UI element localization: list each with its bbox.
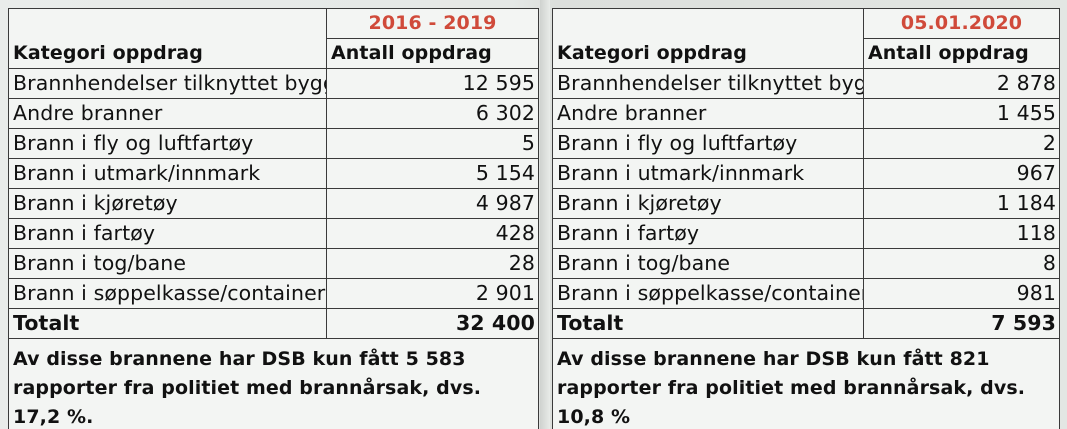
table-row: Brann i kjøretøy 1 184 <box>552 188 1060 219</box>
row-count: 28 <box>326 248 539 279</box>
note-row: Av disse brannene har DSB kun fått 5 583… <box>8 338 539 429</box>
row-count: 6 302 <box>326 98 539 129</box>
blank-header-cell <box>552 8 864 39</box>
table-row: Brann i utmark/innmark 5 154 <box>8 158 539 189</box>
row-category: Brann i søppelkasse/container <box>8 278 327 309</box>
row-count: 1 455 <box>863 98 1060 129</box>
row-category: Brann i utmark/innmark <box>552 158 864 189</box>
note-row: Av disse brannene har DSB kun fått 821 r… <box>552 338 1060 429</box>
row-count: 5 <box>326 128 539 159</box>
row-count: 967 <box>863 158 1060 189</box>
row-category: Brann i fly og luftfartøy <box>8 128 327 159</box>
header-row: Kategori oppdrag Antall oppdrag <box>552 38 1060 69</box>
table-row: Brann i søppelkasse/container 2 901 <box>8 278 539 309</box>
row-category: Brann i tog/bane <box>8 248 327 279</box>
page-fold-shadow <box>540 0 550 429</box>
row-category: Brann i tog/bane <box>552 248 864 279</box>
blank-header-cell <box>8 8 327 39</box>
period-row: 05.01.2020 <box>552 8 1060 39</box>
header-row: Kategori oppdrag Antall oppdrag <box>8 38 539 69</box>
total-label: Totalt <box>8 308 327 339</box>
table-row: Brann i utmark/innmark 967 <box>552 158 1060 189</box>
row-count: 2 878 <box>863 68 1060 99</box>
count-header: Antall oppdrag <box>863 38 1060 69</box>
row-count: 2 <box>863 128 1060 159</box>
table-row: Brann i fly og luftfartøy 5 <box>8 128 539 159</box>
table-row: Brann i fly og luftfartøy 2 <box>552 128 1060 159</box>
row-category: Brann i utmark/innmark <box>8 158 327 189</box>
row-count: 981 <box>863 278 1060 309</box>
category-header: Kategori oppdrag <box>552 38 864 69</box>
total-count: 32 400 <box>326 308 539 339</box>
table-row: Brann i søppelkasse/container 981 <box>552 278 1060 309</box>
row-count: 1 184 <box>863 188 1060 219</box>
count-header: Antall oppdrag <box>326 38 539 69</box>
total-count: 7 593 <box>863 308 1060 339</box>
table-row: Brann i tog/bane 8 <box>552 248 1060 279</box>
category-header: Kategori oppdrag <box>8 38 327 69</box>
row-count: 118 <box>863 218 1060 249</box>
total-label: Totalt <box>552 308 864 339</box>
row-category: Brannhendelser tilknyttet bygg <box>8 68 327 99</box>
table-row: Brann i fartøy 428 <box>8 218 539 249</box>
row-category: Brann i fly og luftfartøy <box>552 128 864 159</box>
row-category: Brann i kjøretøy <box>8 188 327 219</box>
total-row: Totalt 32 400 <box>8 308 539 339</box>
row-category: Andre branner <box>552 98 864 129</box>
row-category: Brann i søppelkasse/container <box>552 278 864 309</box>
right-statistics-table: 05.01.2020 Kategori oppdrag Antall oppdr… <box>552 8 1060 429</box>
table-row: Brann i tog/bane 28 <box>8 248 539 279</box>
row-category: Brann i kjøretøy <box>552 188 864 219</box>
row-count: 12 595 <box>326 68 539 99</box>
row-category: Brann i fartøy <box>552 218 864 249</box>
row-count: 8 <box>863 248 1060 279</box>
left-statistics-table: 2016 - 2019 Kategori oppdrag Antall oppd… <box>8 8 539 429</box>
table-row: Brannhendelser tilknyttet bygg 2 878 <box>552 68 1060 99</box>
row-count: 4 987 <box>326 188 539 219</box>
row-category: Brann i fartøy <box>8 218 327 249</box>
total-row: Totalt 7 593 <box>552 308 1060 339</box>
row-count: 5 154 <box>326 158 539 189</box>
table-row: Andre branner 6 302 <box>8 98 539 129</box>
table-row: Brann i kjøretøy 4 987 <box>8 188 539 219</box>
note-text: Av disse brannene har DSB kun fått 5 583… <box>8 338 539 429</box>
row-category: Andre branner <box>8 98 327 129</box>
period-label: 2016 - 2019 <box>326 8 539 39</box>
table-row: Brann i fartøy 118 <box>552 218 1060 249</box>
table-row: Andre branner 1 455 <box>552 98 1060 129</box>
table-row: Brannhendelser tilknyttet bygg 12 595 <box>8 68 539 99</box>
period-label: 05.01.2020 <box>863 8 1060 39</box>
row-category: Brannhendelser tilknyttet bygg <box>552 68 864 99</box>
row-count: 428 <box>326 218 539 249</box>
period-row: 2016 - 2019 <box>8 8 539 39</box>
row-count: 2 901 <box>326 278 539 309</box>
note-text: Av disse brannene har DSB kun fått 821 r… <box>552 338 1060 429</box>
